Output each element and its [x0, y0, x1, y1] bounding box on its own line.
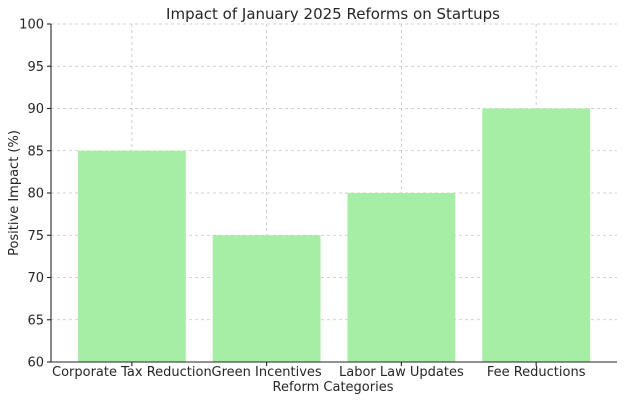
y-tick-label: 100 — [19, 18, 44, 33]
x-tick-label: Corporate Tax Reduction — [52, 365, 212, 380]
bar — [347, 193, 456, 362]
y-tick-label: 60 — [27, 356, 44, 371]
bars-layer — [77, 108, 591, 362]
bar — [77, 150, 186, 362]
y-tick-label: 75 — [27, 229, 44, 244]
x-tick-label: Green Incentives — [212, 365, 322, 380]
y-tick-label: 90 — [27, 102, 44, 117]
ticks-layer: 60 65 70 75 80 85 90 95 100 Corporate Tax Reducti… — [19, 18, 586, 381]
x-tick-label: Fee Reductions — [487, 365, 586, 380]
x-tick-label: Labor Law Updates — [339, 365, 464, 380]
bar — [482, 108, 591, 362]
y-tick-label: 70 — [27, 271, 44, 286]
y-tick-label: 65 — [27, 313, 44, 328]
y-tick-label: 85 — [27, 144, 44, 159]
chart-title: Impact of January 2025 Reforms on Startu… — [166, 5, 500, 23]
y-tick-label: 95 — [27, 60, 44, 75]
y-axis-label: Positive Impact (%) — [7, 130, 22, 256]
x-axis-label: Reform Categories — [273, 380, 394, 395]
y-tick-label: 80 — [27, 187, 44, 202]
bar — [212, 235, 321, 362]
